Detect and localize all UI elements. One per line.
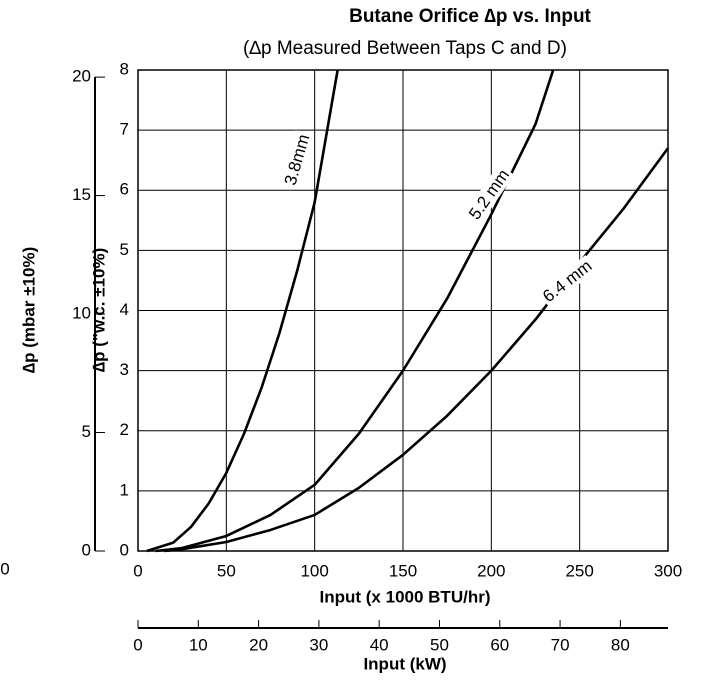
y2-tick-label: 0 [82, 540, 91, 559]
x2-tick-label: 20 [249, 635, 268, 654]
x2-tick-label: 70 [551, 635, 570, 654]
y-tick-label: 8 [120, 59, 129, 78]
chart-subtitle: (∆p Measured Between Taps C and D) [243, 38, 567, 59]
x2-tick-label: 80 [611, 635, 630, 654]
y-tick-label: 2 [120, 420, 129, 439]
series-label-bg [280, 130, 314, 190]
x-tick-label: 0 [133, 561, 142, 580]
x2-tick-label: 30 [309, 635, 328, 654]
x2-tick-label: 40 [370, 635, 389, 654]
annotation: 0 [0, 559, 9, 578]
y-tick-label: 6 [120, 180, 129, 199]
series-label-bg [463, 164, 515, 225]
y-tick-label: 3 [120, 360, 129, 379]
y-tick-label: 4 [120, 300, 129, 319]
series-label: 6.4 mm [539, 256, 595, 306]
x2-tick-label: 50 [430, 635, 449, 654]
x2-tick-label: 0 [133, 635, 142, 654]
series-label-group: 6.4 mm [537, 255, 598, 308]
series-label-group: 3.8mm [280, 130, 314, 190]
series-label: 5.2 mm [465, 166, 513, 223]
x-tick-label: 100 [300, 561, 328, 580]
series-label-bg [537, 255, 598, 308]
y2-tick-label: 5 [82, 422, 91, 441]
plot-frame [137, 69, 669, 552]
x2-axis-label: Input (kW) [363, 654, 446, 673]
y2-tick-label: 10 [72, 304, 91, 323]
y-tick-label: 7 [120, 120, 129, 139]
x-tick-label: 150 [389, 561, 417, 580]
series-label: 3.8mm [281, 132, 314, 187]
x-tick-label: 300 [654, 561, 682, 580]
x2-tick-label: 60 [490, 635, 509, 654]
x-tick-label: 50 [217, 561, 236, 580]
y-tick-label: 1 [120, 480, 129, 499]
y2-axis-label: ∆p (mbar ±10%) [19, 247, 38, 373]
y-tick-label: 0 [120, 540, 129, 559]
x2-tick-label: 10 [189, 635, 208, 654]
x-tick-label: 200 [477, 561, 505, 580]
y2-tick-label: 20 [72, 67, 91, 86]
y-axis-label: ∆p ("w.c. ±10%) [89, 248, 108, 372]
y-tick-label: 5 [120, 240, 129, 259]
data-line [146, 69, 339, 553]
chart-title: Butane Orifice ∆p vs. Input [349, 6, 591, 27]
x-axis-label: Input (x 1000 BTU/hr) [320, 587, 491, 606]
x-tick-label: 250 [565, 561, 593, 580]
y2-tick-label: 15 [72, 185, 91, 204]
